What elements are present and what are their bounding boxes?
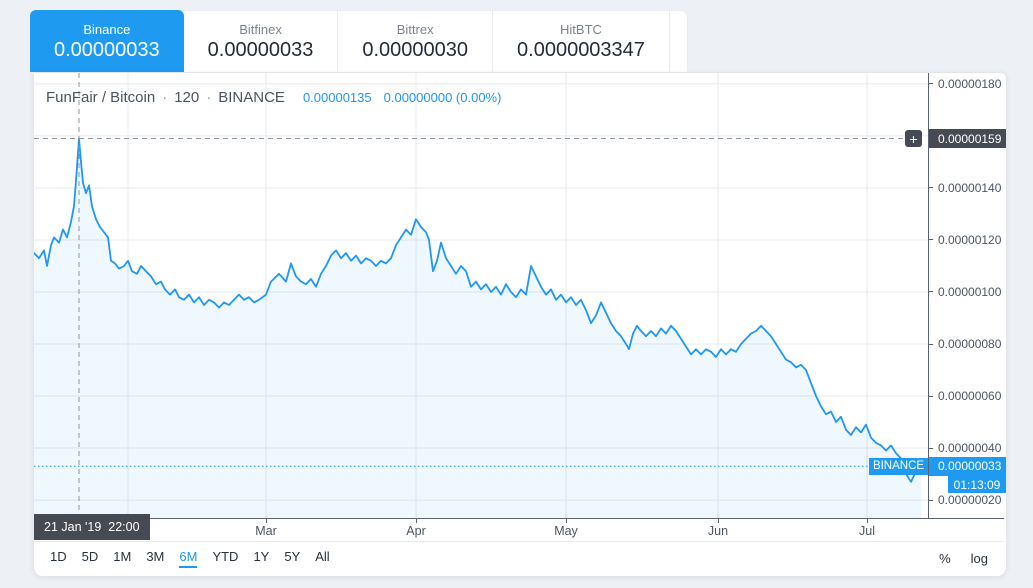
range-button-all[interactable]: All xyxy=(315,549,330,564)
exchange-tab-name: HitBTC xyxy=(560,21,602,37)
date-range-buttons: 1D 5D 1M 3M 6M YTD 1Y 5Y All xyxy=(50,549,330,568)
range-button-1y[interactable]: 1Y xyxy=(253,549,270,564)
y-axis-tick xyxy=(929,187,933,189)
y-axis-label: 0.00000120 xyxy=(929,232,1001,248)
range-button-ytd[interactable]: YTD xyxy=(212,549,239,564)
chart-canvas[interactable] xyxy=(34,73,928,518)
legend-separator: · xyxy=(206,89,212,106)
x-axis-label: May xyxy=(554,524,578,538)
range-button-3m[interactable]: 3M xyxy=(146,549,165,564)
y-axis-label-text: 0.00000180 xyxy=(938,76,1002,91)
log-scale-button[interactable]: log xyxy=(970,551,988,566)
legend-change: 0.00000000 (0.00%) xyxy=(383,90,502,105)
legend-separator: · xyxy=(162,89,168,106)
chart-pane[interactable]: FunFair / Bitcoin · 120 · BINANCE 0.00000135 0… xyxy=(34,73,928,518)
y-axis-tick xyxy=(929,499,933,501)
price-line xyxy=(34,137,922,483)
range-button-1d[interactable]: 1D xyxy=(50,549,67,564)
current-price-badge: 0.00000033 xyxy=(929,456,1006,476)
exchange-tab-bitfinex[interactable]: Bitfinex 0.00000033 xyxy=(184,11,339,72)
y-axis-label-text: 0.00000060 xyxy=(938,389,1002,404)
crosshair-plus-button[interactable]: + xyxy=(905,130,922,148)
x-axis-label: Jul xyxy=(859,524,875,538)
y-axis-label: 0.00000060 xyxy=(929,388,1001,404)
exchange-tab-price: 0.00000030 xyxy=(362,38,469,61)
chart-legend: FunFair / Bitcoin · 120 · BINANCE 0.00000135 0… xyxy=(46,89,501,106)
y-axis-label-text: 0.00000140 xyxy=(938,180,1002,195)
bottom-toolbar: 1D 5D 1M 3M 6M YTD 1Y 5Y All % log xyxy=(34,541,1004,575)
x-axis-tick xyxy=(416,519,417,523)
percent-scale-button[interactable]: % xyxy=(939,551,951,566)
y-axis-label: 0.00000100 xyxy=(929,284,1001,300)
y-axis-label: 0.00000080 xyxy=(929,336,1001,352)
y-axis-label-text: 0.00000020 xyxy=(938,493,1002,508)
y-axis-label: 0.00000040 xyxy=(929,440,1001,456)
range-button-1m[interactable]: 1M xyxy=(113,549,132,564)
time-axis[interactable]: 21 Jan '19 22:00 Mar Apr May Jun Jul xyxy=(34,514,1004,542)
y-axis-tick xyxy=(929,395,933,397)
x-axis-tick xyxy=(867,519,868,523)
x-axis-tick xyxy=(266,519,267,523)
range-button-6m[interactable]: 6M xyxy=(179,549,198,568)
x-axis-label: Apr xyxy=(406,524,426,538)
x-axis-label: Mar xyxy=(255,524,277,538)
scale-buttons: % log xyxy=(939,551,988,566)
y-axis-tick xyxy=(929,83,933,85)
y-axis-tick xyxy=(929,291,933,293)
symbol-title: FunFair / Bitcoin xyxy=(46,89,156,106)
x-axis-tick xyxy=(718,519,719,523)
range-button-5y[interactable]: 5Y xyxy=(284,549,301,564)
exchange-label: BINANCE xyxy=(218,89,285,106)
x-axis-label: Jun xyxy=(707,524,729,538)
exchange-tab-name: Bitfinex xyxy=(239,21,282,37)
y-axis-tick xyxy=(929,447,933,449)
y-axis-label: 0.00000140 xyxy=(929,180,1001,196)
chart-card: FunFair / Bitcoin · 120 · BINANCE 0.00000135 0… xyxy=(33,72,1007,577)
exchange-tab-hitbtc[interactable]: HitBTC 0.0000003347 xyxy=(493,11,670,72)
legend-last-price: 0.00000135 xyxy=(302,90,372,105)
exchange-tab-price: 0.0000003347 xyxy=(517,38,645,61)
exchange-tab-price: 0.00000033 xyxy=(54,38,160,61)
exchange-tab-binance[interactable]: Binance 0.00000033 xyxy=(30,10,184,72)
price-area-fill xyxy=(34,138,921,518)
exchange-tab-bittrex[interactable]: Bittrex 0.00000030 xyxy=(338,11,494,72)
range-button-5d[interactable]: 5D xyxy=(81,549,99,564)
y-axis-label: 0.00000020 xyxy=(929,492,1001,508)
crosshair-price-badge: 0.00000159 xyxy=(929,129,1006,149)
y-axis-label-text: 0.00000120 xyxy=(938,232,1002,247)
y-axis-tick xyxy=(929,239,933,241)
crosshair-date-badge: 21 Jan '19 22:00 xyxy=(34,514,150,540)
price-axis[interactable]: 0.00000159 0.00000033 01:13:09 0.0000018… xyxy=(928,73,1006,518)
y-axis-label-text: 0.00000100 xyxy=(938,284,1002,299)
exchange-tab-price: 0.00000033 xyxy=(207,38,314,61)
interval-label: 120 xyxy=(174,89,200,106)
y-axis-label-text: 0.00000080 xyxy=(938,337,1002,351)
exchange-tab-name: Bittrex xyxy=(396,21,434,37)
y-axis-tick xyxy=(929,343,933,345)
x-axis-tick xyxy=(566,519,567,523)
exchange-tab-name: Binance xyxy=(83,21,131,37)
exchange-tabbar: Binance 0.00000033 Bitfinex 0.00000033 Bittr… xyxy=(30,10,688,72)
bar-countdown-badge: 01:13:09 xyxy=(948,476,1006,494)
y-axis-label: 0.00000180 xyxy=(929,76,1001,92)
y-axis-label-text: 0.00000040 xyxy=(938,441,1002,456)
series-exchange-badge: BINANCE xyxy=(869,457,928,475)
